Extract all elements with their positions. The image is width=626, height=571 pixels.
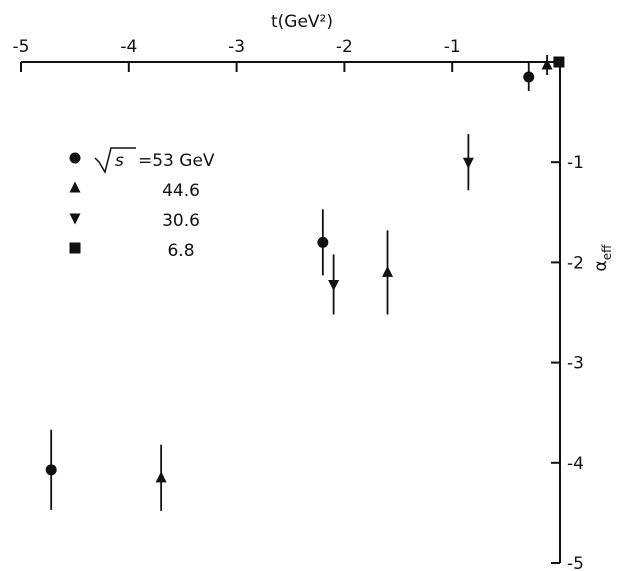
y-axis-title: αeff [591, 244, 614, 272]
svg-text:αeff: αeff [591, 244, 614, 272]
data-point-triangle-down [328, 279, 340, 291]
legend-marker-square [69, 242, 81, 254]
data-point-triangle-up [155, 471, 167, 483]
legend-marker-triangle-up [69, 181, 81, 193]
data-point-circle [45, 464, 57, 476]
data-point-circle [317, 236, 329, 248]
ticks: -5 -4 -3 -2 -1 -1 -2 -3 -4 -5 [13, 37, 584, 571]
data-point-triangle-up [541, 58, 553, 70]
axes [21, 61, 561, 563]
x-tick-label: -5 [13, 37, 30, 57]
x-tick-label: -3 [228, 37, 245, 57]
x-axis-title: t(GeV²) [271, 12, 333, 32]
data-point-square [553, 56, 565, 68]
y-tick-label: -1 [567, 153, 584, 173]
legend-marker-triangle-down [69, 213, 81, 225]
legend-marker-circle [69, 152, 81, 164]
data-point-circle [523, 71, 535, 83]
x-tick-label: -4 [120, 37, 137, 57]
y-tick-label: -4 [567, 454, 584, 474]
y-tick-label: -2 [567, 253, 584, 273]
legend: s =53 GeV 44.6 30.6 6.8 [69, 147, 215, 261]
y-tick-label: -3 [567, 354, 584, 374]
marks [45, 54, 565, 511]
legend-label: 30.6 [162, 211, 200, 231]
legend-label: 44.6 [162, 181, 200, 201]
x-tick-label: -2 [336, 37, 353, 57]
y-tick-label: -5 [567, 554, 584, 571]
svg-text:s: s [115, 151, 124, 171]
legend-label: 6.8 [167, 241, 194, 261]
legend-label: =53 GeV [138, 151, 215, 171]
x-tick-label: -1 [444, 37, 461, 57]
data-point-triangle-down [462, 157, 474, 169]
data-point-triangle-up [382, 265, 394, 277]
legend-sqrt-s: s [94, 147, 136, 174]
